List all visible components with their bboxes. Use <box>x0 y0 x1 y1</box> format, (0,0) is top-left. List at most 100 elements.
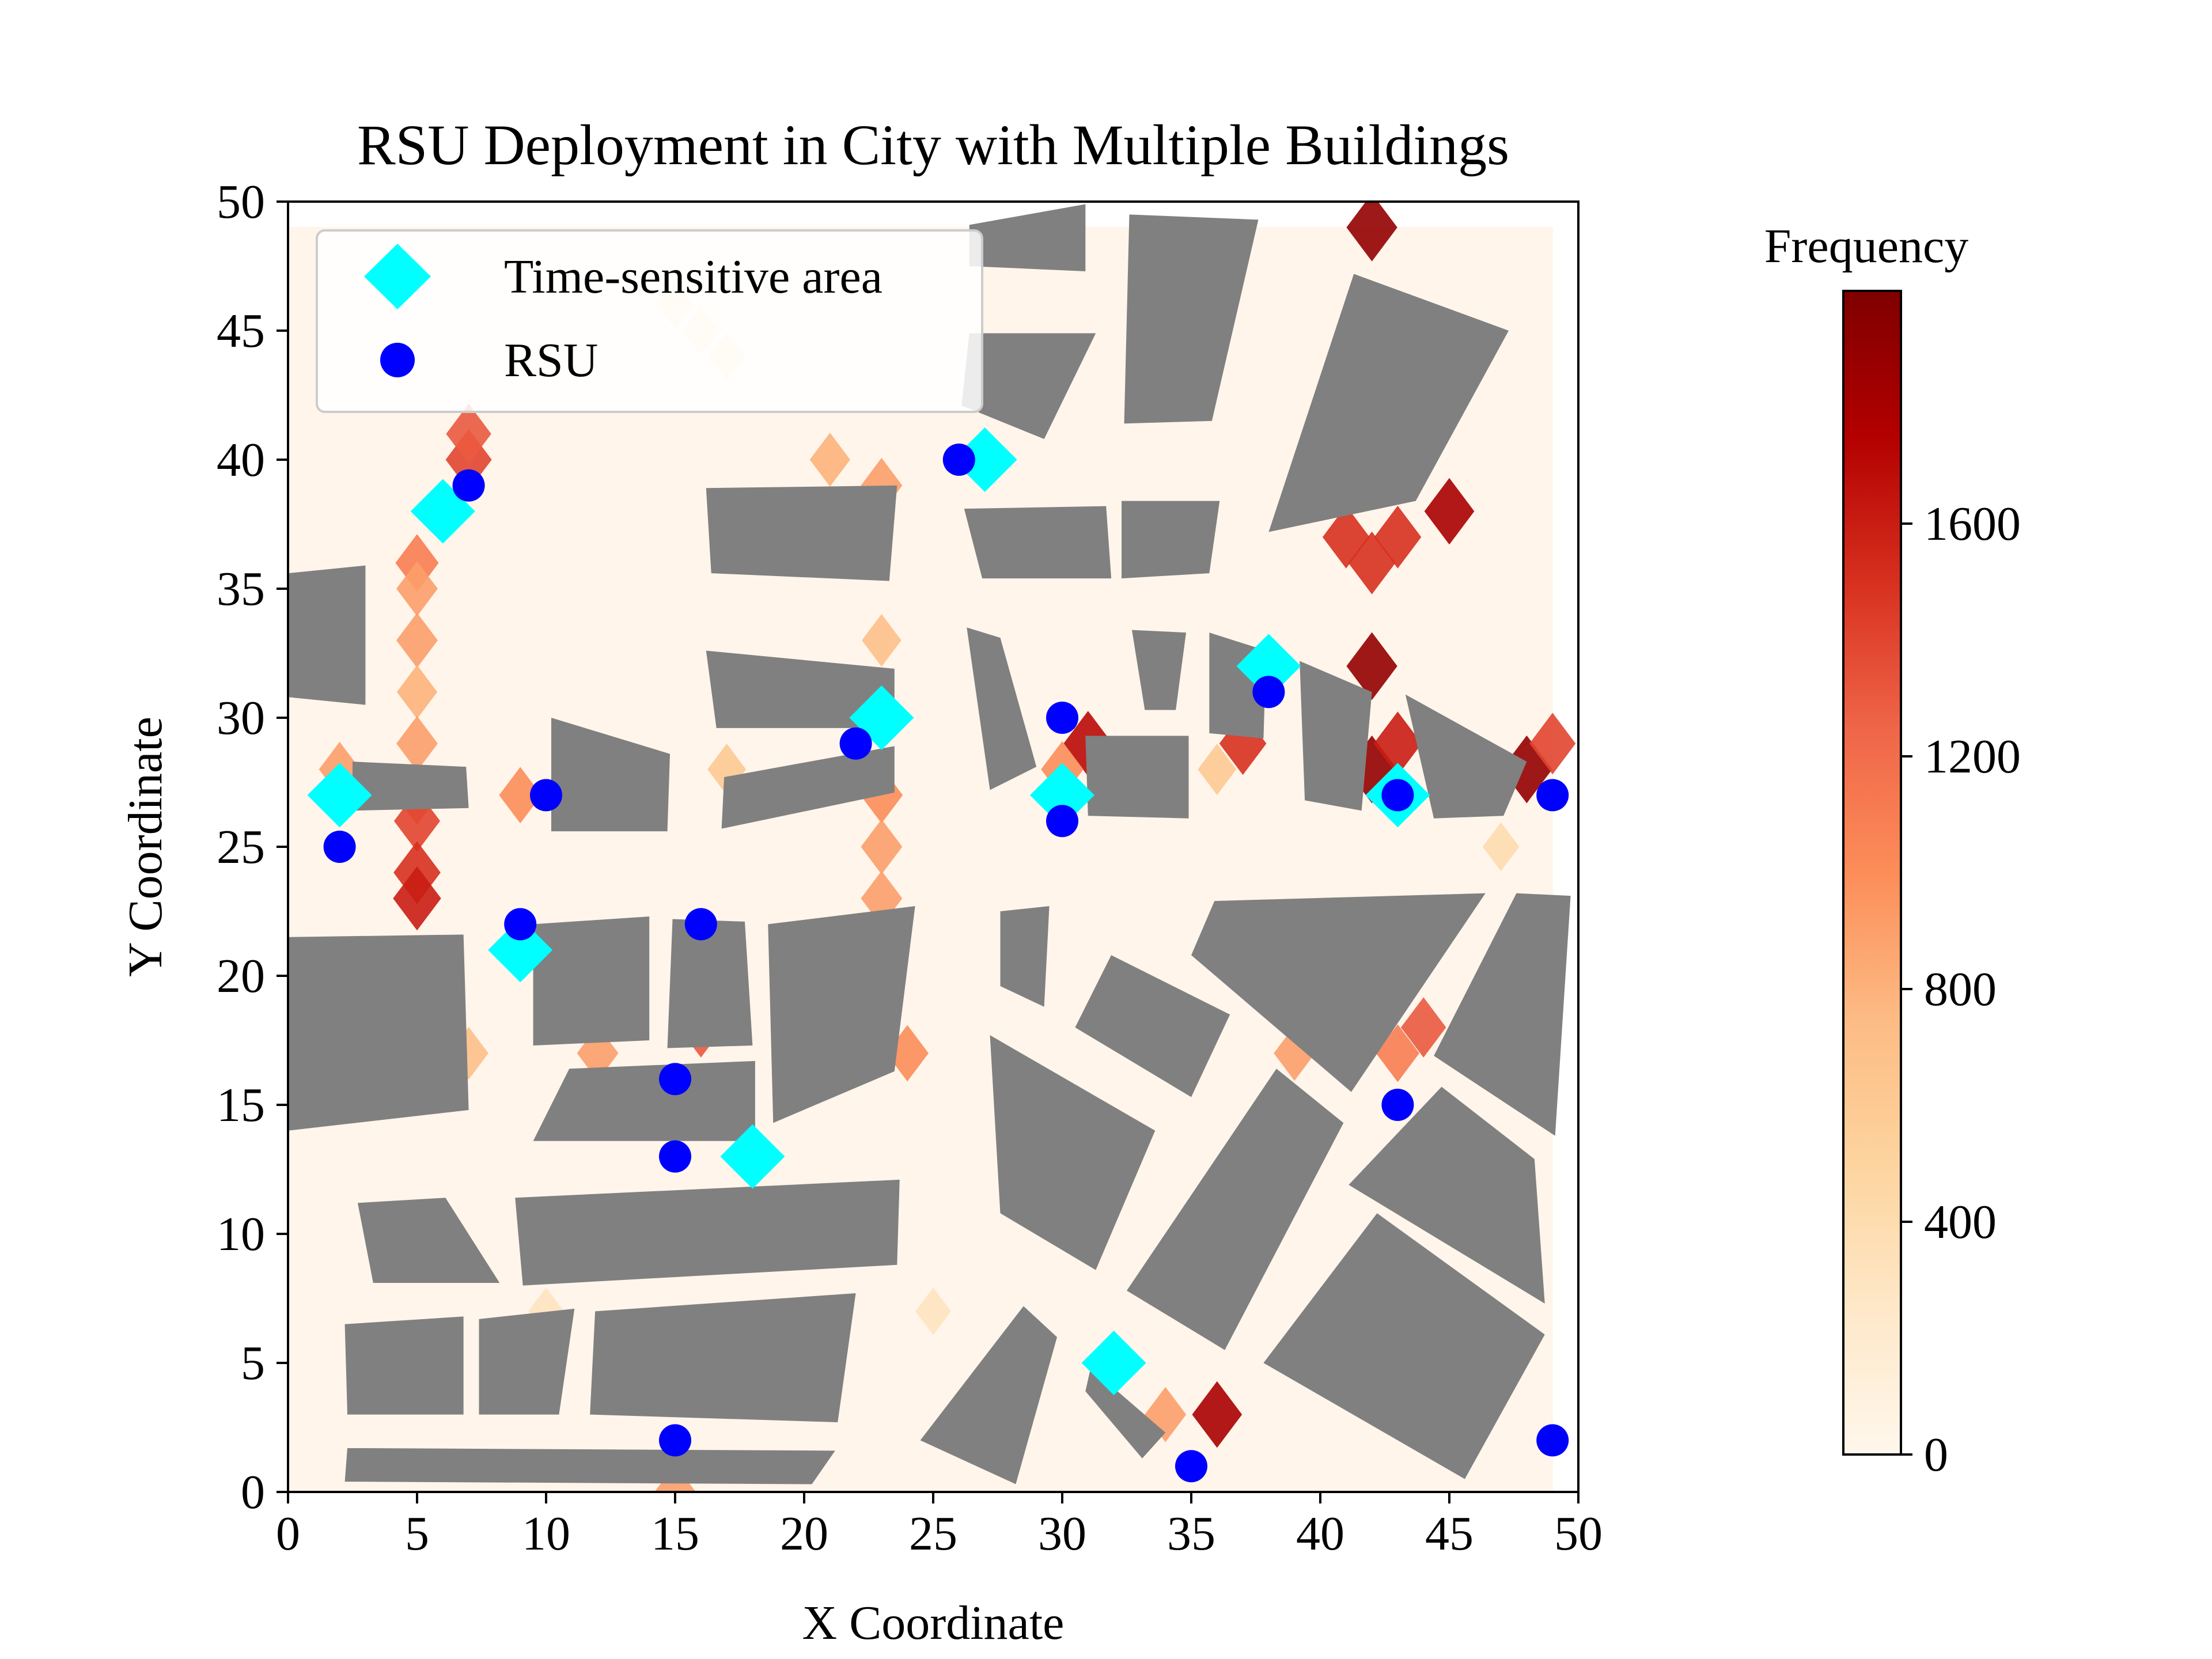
x-tick-label: 35 <box>1167 1507 1215 1560</box>
time-sensitive-area-point <box>720 1124 785 1189</box>
building-polygon <box>353 762 469 811</box>
y-tick-label: 10 <box>217 1207 265 1261</box>
y-tick-label: 50 <box>217 175 265 229</box>
rsu-point <box>530 779 562 812</box>
heatmap-hotspot <box>1400 997 1446 1058</box>
heatmap-hotspot <box>446 403 491 464</box>
heatmap-hotspot <box>499 767 541 824</box>
time-sensitive-area-point <box>307 763 372 828</box>
building-polygon <box>706 650 895 728</box>
legend-label-time-sensitive-area: Time-sensitive area <box>504 250 882 304</box>
y-tick-label: 20 <box>217 949 265 1003</box>
rsu-point <box>1175 1450 1207 1483</box>
time-sensitive-area-point <box>1030 763 1094 828</box>
rsu-point <box>452 469 485 502</box>
rsu-point <box>1252 676 1285 709</box>
colorbar-tick-label: 400 <box>1924 1195 1997 1249</box>
colorbar-label: Frequency <box>1764 219 1969 273</box>
y-tick-label: 15 <box>217 1078 265 1132</box>
rsu-point <box>839 727 872 760</box>
y-tick-label: 0 <box>241 1465 265 1519</box>
y-tick-label: 30 <box>217 691 265 745</box>
heatmap-hotspot <box>707 744 747 796</box>
building-polygon <box>1075 955 1230 1097</box>
heatmap-hotspot <box>396 561 438 616</box>
rsu-point <box>659 1063 691 1096</box>
rsu-point <box>659 1140 691 1173</box>
x-tick-label: 10 <box>522 1507 570 1560</box>
rsu-series <box>323 444 1569 1483</box>
time-sensitive-area-point <box>488 918 553 983</box>
building-polygon <box>920 1306 1058 1484</box>
rsu-point <box>1046 702 1078 734</box>
x-tick-label: 25 <box>909 1507 957 1560</box>
building-polygon <box>1434 893 1571 1136</box>
building-polygon <box>768 906 915 1123</box>
heatmap-hotspot <box>577 1025 619 1081</box>
heatmap-hotspot <box>1424 478 1475 545</box>
heatmap-hotspot <box>1346 632 1397 700</box>
time-sensitive-area-point <box>1236 634 1301 699</box>
building-polygon <box>344 1316 464 1415</box>
building-polygon <box>551 718 671 832</box>
heatmap-hotspot <box>862 613 902 667</box>
building-polygon <box>1124 214 1259 424</box>
y-tick-label: 35 <box>217 562 265 616</box>
rsu-point <box>942 444 975 476</box>
colorbar-tick-label: 0 <box>1924 1428 1948 1482</box>
building-polygon <box>288 934 469 1131</box>
x-tick-label: 40 <box>1296 1507 1344 1560</box>
building-polygon <box>590 1293 856 1423</box>
heatmap-hotspot <box>1346 735 1397 804</box>
x-tick-label: 0 <box>276 1507 300 1560</box>
time-sensitive-area-point <box>1081 1331 1146 1395</box>
x-axis-ticks: 0 5 10 15 20 25 30 35 40 45 50 <box>276 1492 1603 1560</box>
x-tick-label: 5 <box>405 1507 429 1560</box>
y-tick-label: 25 <box>217 820 265 874</box>
building-polygon <box>515 1179 900 1286</box>
chart-title: RSU Deployment in City with Multiple Bui… <box>357 113 1509 177</box>
rsu-point <box>1381 779 1414 812</box>
x-tick-label: 50 <box>1554 1507 1603 1560</box>
colorbar-tick-label: 1200 <box>1924 730 2021 783</box>
building-polygon <box>667 919 753 1048</box>
building-polygon <box>1085 1368 1166 1459</box>
heatmap-hotspot <box>1529 713 1576 775</box>
rsu-point <box>504 908 537 941</box>
building-polygon <box>533 1060 755 1141</box>
time-sensitive-area-series <box>307 427 1430 1395</box>
legend-label-rsu: RSU <box>504 334 598 387</box>
buildings-layer <box>288 204 1571 1484</box>
legend-diamond-icon <box>364 244 431 309</box>
building-polygon <box>961 333 1096 440</box>
x-axis-label: X Coordinate <box>802 1596 1065 1650</box>
legend-box <box>316 229 983 413</box>
heatmap-hotspot <box>809 433 850 487</box>
heatmap-hotspot <box>1501 735 1552 804</box>
y-tick-label: 40 <box>217 433 265 487</box>
heatmap-hotspot <box>396 612 438 668</box>
x-tick-label: 30 <box>1038 1507 1086 1560</box>
building-polygon <box>1085 736 1189 819</box>
building-polygon <box>990 1035 1156 1270</box>
building-polygon <box>1127 1069 1344 1350</box>
building-polygon <box>721 746 895 829</box>
heatmap-hotspot <box>396 665 438 719</box>
building-polygon <box>1131 630 1187 710</box>
building-polygon <box>1263 1213 1545 1479</box>
x-tick-label: 45 <box>1425 1507 1474 1560</box>
building-polygon <box>1191 893 1486 1092</box>
rsu-point <box>1536 779 1569 812</box>
heatmap-hotspot <box>528 1287 564 1335</box>
building-polygon <box>1405 694 1527 819</box>
heatmap-hotspot <box>1346 202 1397 262</box>
building-polygon <box>479 1308 575 1415</box>
building-polygon <box>706 485 897 581</box>
heatmap-hotspot <box>1274 1025 1316 1081</box>
heatmap-hotspot <box>393 866 441 931</box>
legend: Time-sensitive area RSU <box>316 229 983 413</box>
colorbar-tick-label: 800 <box>1924 963 1997 1016</box>
heatmap-hotspot <box>1482 822 1520 872</box>
building-polygon <box>1349 1086 1545 1304</box>
building-polygon <box>357 1198 500 1283</box>
